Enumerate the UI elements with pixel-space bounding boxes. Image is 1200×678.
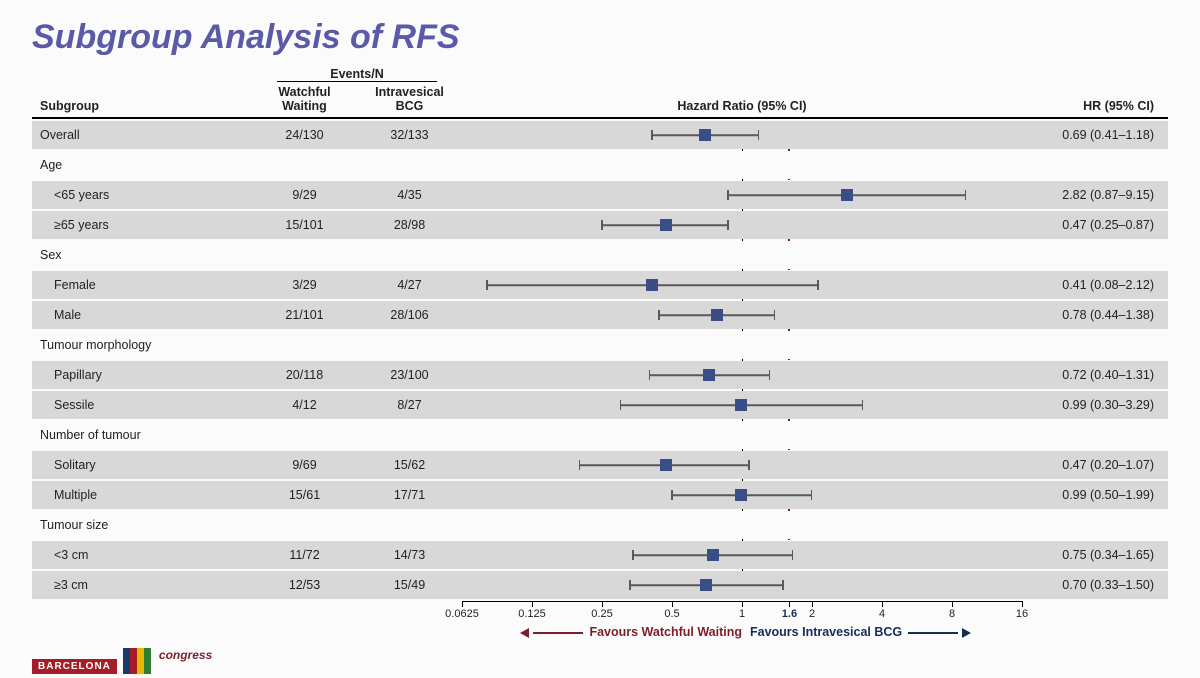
row-plot <box>462 511 1022 539</box>
row-bcg: 8/27 <box>357 398 462 412</box>
row-plot <box>462 571 1022 599</box>
row-plot <box>462 451 1022 479</box>
subgroup-data-row: Male21/10128/106 0.78 (0.44–1.38) <box>32 301 1168 329</box>
row-ww: 20/118 <box>252 368 357 382</box>
row-ww: 11/72 <box>252 548 357 562</box>
favours-right: Favours Intravesical BCG <box>750 625 971 639</box>
row-label: Female <box>32 278 252 292</box>
row-label: Tumour size <box>32 518 252 532</box>
x-axis: 0.06250.1250.250.51248161.6Favours Watch… <box>462 601 1022 661</box>
row-plot <box>462 361 1022 389</box>
row-bcg: 15/62 <box>357 458 462 472</box>
subgroup-data-row: Papillary20/11823/100 0.72 (0.40–1.31) <box>32 361 1168 389</box>
row-ww: 21/101 <box>252 308 357 322</box>
page-title: Subgroup Analysis of RFS <box>32 18 1168 57</box>
subgroup-data-row: Solitary9/6915/62 0.47 (0.20–1.07) <box>32 451 1168 479</box>
row-plot <box>462 391 1022 419</box>
column-headers: Subgroup Watchful Waiting Intravesical B… <box>32 85 1168 119</box>
row-bcg: 28/106 <box>357 308 462 322</box>
col-subgroup: Subgroup <box>32 99 252 113</box>
row-label: ≥65 years <box>32 218 252 232</box>
subgroup-header-row: Tumour size <box>32 511 1168 539</box>
row-bcg: 28/98 <box>357 218 462 232</box>
row-hr-ci: 0.72 (0.40–1.31) <box>1022 368 1162 382</box>
row-label: Solitary <box>32 458 252 472</box>
row-ww: 12/53 <box>252 578 357 592</box>
row-label: Age <box>32 158 252 172</box>
forest-table: Events/N Subgroup Watchful Waiting Intra… <box>32 67 1168 661</box>
row-label: Papillary <box>32 368 252 382</box>
row-ww: 4/12 <box>252 398 357 412</box>
row-hr-ci: 0.47 (0.20–1.07) <box>1022 458 1162 472</box>
col-hr-ci: HR (95% CI) <box>1022 99 1162 113</box>
row-hr-ci: 0.69 (0.41–1.18) <box>1022 128 1162 142</box>
row-ww: 15/61 <box>252 488 357 502</box>
row-label: Male <box>32 308 252 322</box>
row-label: Multiple <box>32 488 252 502</box>
row-bcg: 32/133 <box>357 128 462 142</box>
subgroup-header-row: Sex <box>32 241 1168 269</box>
row-plot <box>462 541 1022 569</box>
row-plot <box>462 151 1022 179</box>
forest-rows: Overall24/13032/133 0.69 (0.41–1.18) Age <6… <box>32 121 1168 599</box>
row-plot <box>462 271 1022 299</box>
col-hazard-ratio-plot: Hazard Ratio (95% CI) <box>462 99 1022 113</box>
row-label: Number of tumour <box>32 428 252 442</box>
row-bcg: 4/27 <box>357 278 462 292</box>
subgroup-data-row: Female3/294/27 0.41 (0.08–2.12) <box>32 271 1168 299</box>
row-bcg: 15/49 <box>357 578 462 592</box>
row-label: Sex <box>32 248 252 262</box>
row-hr-ci: 0.99 (0.30–3.29) <box>1022 398 1162 412</box>
row-ww: 9/29 <box>252 188 357 202</box>
subgroup-data-row: ≥65 years15/10128/98 0.47 (0.25–0.87) <box>32 211 1168 239</box>
barcelona-tag: BARCELONA <box>32 659 117 674</box>
subgroup-data-row: ≥3 cm12/5315/49 0.70 (0.33–1.50) <box>32 571 1168 599</box>
row-hr-ci: 0.99 (0.50–1.99) <box>1022 488 1162 502</box>
subgroup-header-row: Age <box>32 151 1168 179</box>
row-hr-ci: 2.82 (0.87–9.15) <box>1022 188 1162 202</box>
row-plot <box>462 211 1022 239</box>
subgroup-data-row: <65 years9/294/35 2.82 (0.87–9.15) <box>32 181 1168 209</box>
col-intravesical-bcg: Intravesical BCG <box>357 85 462 113</box>
events-super-header: Events/N <box>277 67 437 82</box>
congress-text: congress <box>159 648 212 662</box>
subgroup-data-row: <3 cm11/7214/73 0.75 (0.34–1.65) <box>32 541 1168 569</box>
footer-logos: BARCELONA congress <box>32 648 212 674</box>
row-plot <box>462 421 1022 449</box>
row-hr-ci: 0.70 (0.33–1.50) <box>1022 578 1162 592</box>
row-ww: 9/69 <box>252 458 357 472</box>
row-label: Overall <box>32 128 252 142</box>
row-bcg: 4/35 <box>357 188 462 202</box>
row-bcg: 17/71 <box>357 488 462 502</box>
row-plot <box>462 331 1022 359</box>
row-bcg: 14/73 <box>357 548 462 562</box>
row-hr-ci: 0.78 (0.44–1.38) <box>1022 308 1162 322</box>
row-label: <65 years <box>32 188 252 202</box>
row-plot <box>462 481 1022 509</box>
subgroup-header-row: Number of tumour <box>32 421 1168 449</box>
row-label: Tumour morphology <box>32 338 252 352</box>
row-ww: 15/101 <box>252 218 357 232</box>
row-hr-ci: 0.75 (0.34–1.65) <box>1022 548 1162 562</box>
row-bcg: 23/100 <box>357 368 462 382</box>
subgroup-header-row: Tumour morphology <box>32 331 1168 359</box>
subgroup-data-row: Sessile4/128/27 0.99 (0.30–3.29) <box>32 391 1168 419</box>
row-plot <box>462 181 1022 209</box>
row-plot <box>462 241 1022 269</box>
esmo-logo <box>123 648 151 674</box>
row-label: <3 cm <box>32 548 252 562</box>
row-ww: 3/29 <box>252 278 357 292</box>
subgroup-data-row: Overall24/13032/133 0.69 (0.41–1.18) <box>32 121 1168 149</box>
row-plot <box>462 301 1022 329</box>
col-watchful-waiting: Watchful Waiting <box>252 85 357 113</box>
row-hr-ci: 0.47 (0.25–0.87) <box>1022 218 1162 232</box>
favours-left: Favours Watchful Waiting <box>520 625 742 639</box>
row-ww: 24/130 <box>252 128 357 142</box>
row-label: Sessile <box>32 398 252 412</box>
row-label: ≥3 cm <box>32 578 252 592</box>
row-hr-ci: 0.41 (0.08–2.12) <box>1022 278 1162 292</box>
subgroup-data-row: Multiple15/6117/71 0.99 (0.50–1.99) <box>32 481 1168 509</box>
row-plot <box>462 121 1022 149</box>
